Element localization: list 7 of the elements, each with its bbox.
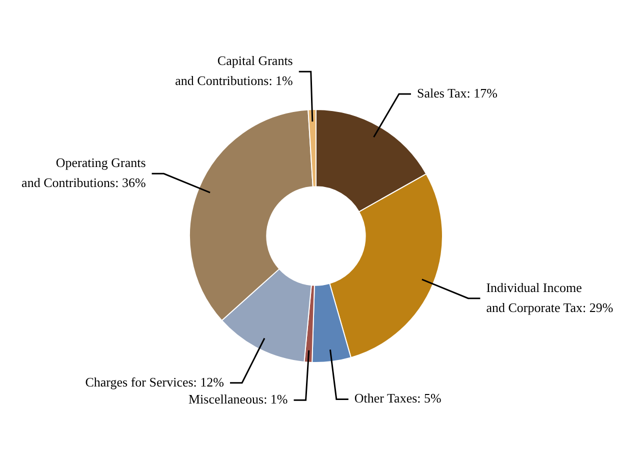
slice-label: Individual Income and Corporate Tax: 29% [486, 280, 614, 315]
slice-label: Operating Grants and Contributions: 36% [22, 155, 146, 190]
slice-label: Sales Tax: 17% [416, 85, 498, 100]
slice-label: Miscellaneous: 1% [188, 392, 288, 407]
slice-label: Other Taxes: 5% [354, 390, 442, 406]
slice-label: Charges for Services: 12% [85, 374, 224, 390]
slice-label: Capital Grants and Contributions: 1% [175, 53, 294, 88]
